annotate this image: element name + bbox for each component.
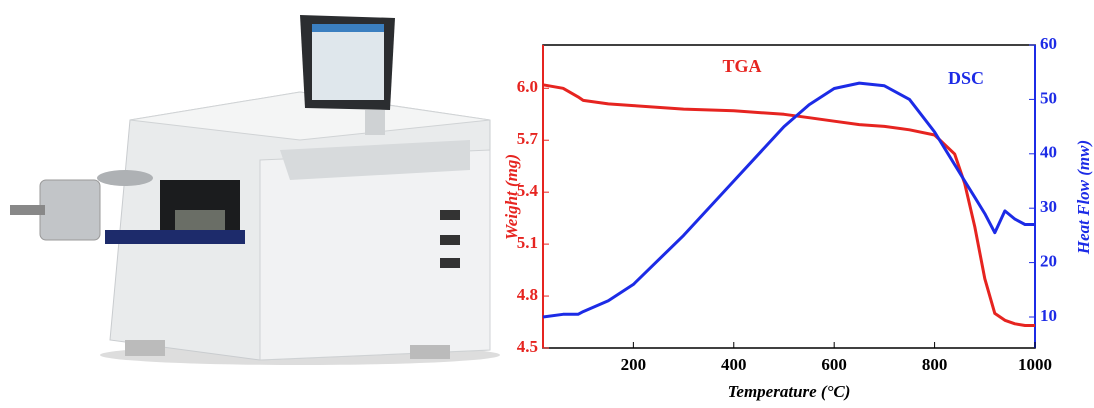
y2-axis-label: Heat Flow (mw) <box>1074 140 1093 255</box>
x-tick-label: 600 <box>821 355 847 374</box>
chart: Temperature (°C) Weight (mg) Heat Flow (… <box>502 140 1093 401</box>
y2-tick-label: 60 <box>1040 34 1057 53</box>
y2-tick-label: 40 <box>1040 143 1057 162</box>
y2-tick-label: 20 <box>1040 252 1057 271</box>
y-axis-label: Weight (mg) <box>502 154 521 240</box>
y-tick-label: 4.5 <box>517 337 538 356</box>
x-tick-label: 200 <box>621 355 647 374</box>
x-tick-label: 400 <box>721 355 747 374</box>
y2-tick-label: 10 <box>1040 306 1057 325</box>
y-tick-label: 6.0 <box>517 77 538 96</box>
y-tick-label: 5.7 <box>517 129 539 148</box>
y-tick-label: 5.4 <box>517 181 539 200</box>
y2-tick-label: 50 <box>1040 88 1057 107</box>
y-tick-label: 4.8 <box>517 285 538 304</box>
x-tick-label: 800 <box>922 355 948 374</box>
instrument-photo <box>0 0 520 408</box>
y-tick-label: 5.1 <box>517 233 538 252</box>
series-annotation: TGA <box>722 56 761 76</box>
series-line <box>542 83 1035 327</box>
series-annotation: DSC <box>948 68 984 88</box>
x-tick-label: 1000 <box>1018 355 1052 374</box>
y2-tick-label: 30 <box>1040 197 1057 216</box>
x-axis-label: Temperature (°C) <box>728 382 851 401</box>
plot-frame <box>542 44 1036 349</box>
series-line <box>542 81 1035 319</box>
